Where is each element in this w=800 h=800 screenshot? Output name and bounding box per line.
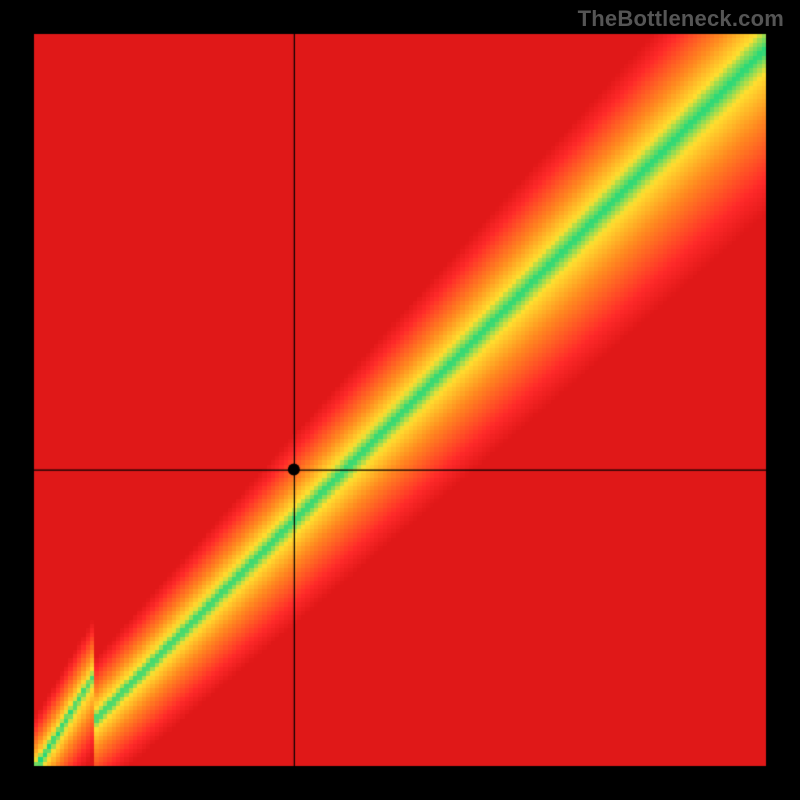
chart-container: TheBottleneck.com <box>0 0 800 800</box>
watermark-text: TheBottleneck.com <box>578 6 784 32</box>
heatmap-canvas <box>0 0 800 800</box>
